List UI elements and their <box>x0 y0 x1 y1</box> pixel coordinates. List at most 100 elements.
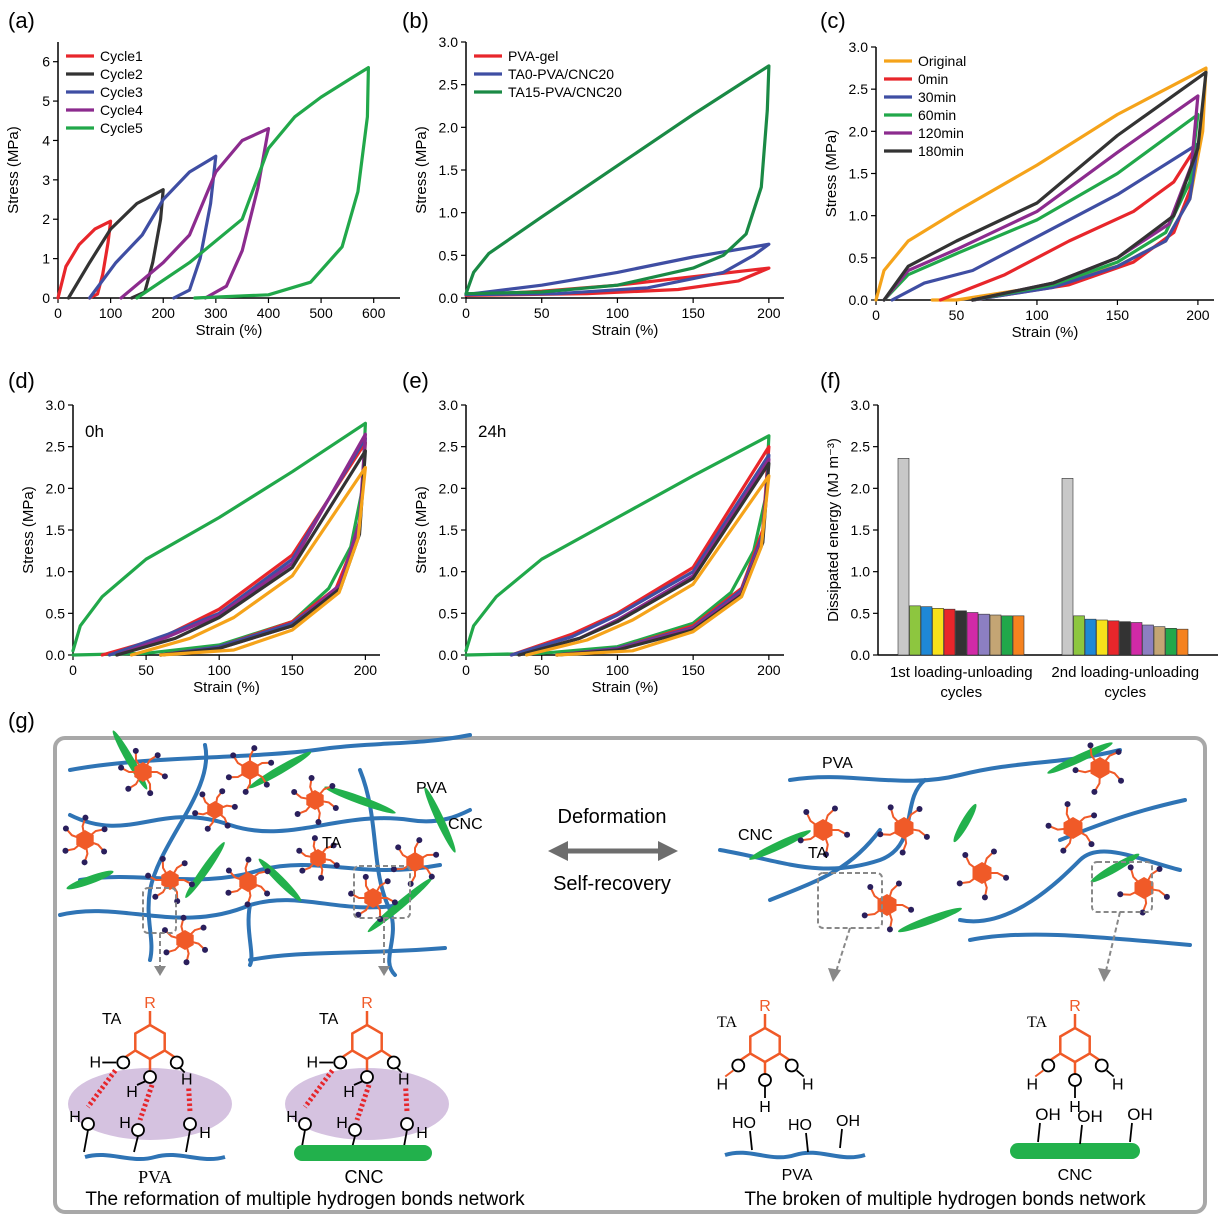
panel-label: (c) <box>820 8 846 33</box>
ta-core <box>239 872 257 892</box>
ta-molecule <box>1072 742 1125 795</box>
substrate-bond <box>133 1135 139 1153</box>
ta-arm-end <box>956 880 963 887</box>
bar <box>966 612 979 656</box>
y-tick-label: 2.5 <box>439 439 459 455</box>
ta-arm-end <box>291 788 298 795</box>
y-tick-label: 1.0 <box>46 564 66 580</box>
panel-annotation: 0h <box>85 422 104 441</box>
hydrogen-label: H <box>126 1084 138 1101</box>
ta-arm-end <box>348 890 355 897</box>
y-tick-label: 1.0 <box>849 208 869 224</box>
y-tick-label: 3.0 <box>439 34 459 50</box>
pva-chain <box>958 849 1182 924</box>
y-axis-label: Stress (MPa) <box>413 486 430 574</box>
y-tick-label: 1.5 <box>439 522 459 538</box>
oxygen-atom <box>143 1070 157 1084</box>
ta-arm-end <box>224 822 231 829</box>
y-tick-label: 0 <box>42 290 50 306</box>
ta-arm-end <box>152 893 159 900</box>
bar <box>955 610 967 656</box>
bar <box>978 613 990 656</box>
right-label-cnc: CNC <box>738 827 773 844</box>
ta-molecule <box>861 880 915 933</box>
right-label-pva: PVA <box>822 755 853 772</box>
x-tick-label: 150 <box>281 662 305 678</box>
ta-arm-end <box>861 912 868 919</box>
ta-arm-end <box>299 867 306 874</box>
panel-label: (e) <box>402 368 429 393</box>
y-tick-label: 2.0 <box>439 480 459 496</box>
x-axis-label: Strain (%) <box>196 322 263 339</box>
hydrogen-label: H <box>1112 1077 1124 1094</box>
ta-molecule <box>390 837 440 887</box>
hydroxyl-bond <box>839 1128 843 1149</box>
pva-chain <box>358 768 397 977</box>
x-tick-label: 400 <box>257 305 281 321</box>
category-label: 1st loading-unloading <box>890 664 1033 681</box>
oxygen-atom <box>386 1055 401 1070</box>
x-axis-label: Strain (%) <box>592 679 659 696</box>
series-line-3 <box>107 436 367 657</box>
ta-core <box>134 762 152 782</box>
x-tick-label: 100 <box>208 662 232 678</box>
ta-molecule <box>62 814 108 866</box>
ta-arm-end <box>132 747 139 754</box>
ta-arm-end <box>294 811 301 818</box>
hydroxyl-label: OH <box>1127 1105 1153 1124</box>
panel-annotation: 24h <box>478 422 506 441</box>
hydrogen-label: H <box>416 1125 428 1142</box>
ta-arm-end <box>428 873 435 880</box>
pva-chain <box>718 778 927 871</box>
left-ta-molecules <box>62 745 440 966</box>
ta-arm-end <box>161 773 168 780</box>
y-axis-label: Dissipated energy (MJ m⁻³) <box>825 438 842 622</box>
ta-arm-end <box>192 810 199 817</box>
ta-arm-end <box>867 884 874 891</box>
right-ta-molecules <box>797 742 1170 933</box>
ta-arm-end <box>1088 841 1095 848</box>
zoom-arrow-head <box>154 966 166 976</box>
benzene-ring <box>749 1026 781 1064</box>
pva-substrate <box>84 1152 226 1162</box>
cnc-substrate <box>294 1145 432 1161</box>
panel-label-g: (g) <box>8 708 35 733</box>
ta-arm-end <box>147 790 154 797</box>
bar <box>1061 478 1074 656</box>
pva-chain <box>248 946 447 962</box>
hydroxyl-label: OH <box>1035 1105 1061 1124</box>
series-line-60min <box>882 112 1200 302</box>
y-tick-label: 3.0 <box>46 397 66 413</box>
ta-arm-end <box>362 873 369 880</box>
ta-arm-end <box>1127 864 1134 871</box>
ta-arm-end <box>355 911 362 918</box>
cnc-rod <box>1047 742 1113 774</box>
y-tick-label: 0.5 <box>439 247 459 263</box>
hydrogen-bond <box>137 1084 155 1121</box>
y-tick-label: 0.0 <box>851 647 871 663</box>
ta-arm-end <box>251 745 258 752</box>
ta-arm-end <box>1003 874 1010 881</box>
ta-arm-end <box>1072 767 1079 774</box>
series-line-ta0-pva-cnc20 <box>464 242 771 297</box>
ta-arm-end <box>200 924 207 931</box>
ta-core <box>76 830 94 850</box>
ta-arm-end <box>145 872 152 879</box>
bar <box>1096 619 1108 656</box>
y-tick-label: 1.5 <box>46 522 66 538</box>
oxygen-atom <box>784 1058 799 1073</box>
series-line-180min <box>882 70 1208 302</box>
ta-arm-end <box>1045 822 1052 829</box>
ta-core <box>176 930 194 950</box>
arrow-head-left <box>548 841 568 861</box>
r-group-label: R <box>361 995 373 1012</box>
y-tick-label: 3 <box>42 172 50 188</box>
ta-molecule-free-pva: R TA H H H <box>716 998 813 1116</box>
benzene-ring <box>1059 1026 1091 1064</box>
hydroxyl-bond <box>1079 1124 1083 1145</box>
ta-arm-end <box>268 759 275 766</box>
y-tick-label: 2.0 <box>851 480 871 496</box>
hydrogen-label: H <box>1069 1099 1081 1116</box>
left-label-pva: PVA <box>416 780 447 797</box>
self-recovery-label: Self-recovery <box>553 873 671 895</box>
